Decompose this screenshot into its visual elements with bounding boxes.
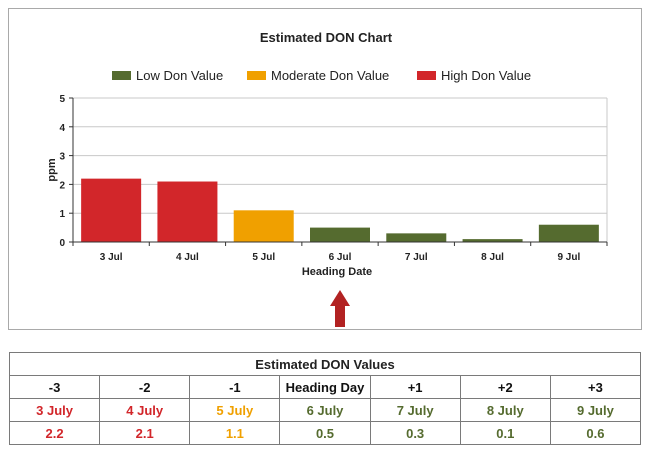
table-header-cell: +2	[459, 375, 551, 399]
table-header-cell: -3	[8, 375, 101, 399]
y-tick-label: 3	[59, 152, 65, 163]
table-header-cell: +3	[549, 375, 642, 399]
table-date-cell: 7 July	[369, 398, 461, 422]
legend-label-high: High Don Value	[441, 68, 531, 83]
y-axis-ticks: 0 1 2 3 4 5	[59, 94, 73, 249]
table-header-cell: -1	[189, 375, 281, 399]
y-tick-label: 2	[59, 180, 65, 191]
table-title-row: Estimated DON Values	[9, 352, 641, 376]
table-date-cell: 9 July	[549, 398, 642, 422]
heading-day-marker	[330, 290, 350, 327]
x-tick-label: 3 Jul	[100, 252, 123, 263]
y-tick-label: 1	[59, 209, 65, 220]
legend-swatch-low	[112, 71, 131, 80]
legend-label-low: Low Don Value	[136, 68, 223, 83]
don-values-table: Estimated DON Values -3 -2 -1 Heading Da…	[8, 352, 642, 445]
axes	[72, 98, 607, 243]
x-tick-label: 5 Jul	[252, 252, 275, 263]
x-axis-label: Heading Date	[302, 266, 372, 278]
chart-legend: Low Don Value Moderate Don Value High Do…	[112, 68, 531, 83]
y-axis-label: ppm	[46, 158, 58, 181]
grid-lines	[73, 97, 608, 242]
table-date-cell: 6 July	[279, 398, 371, 422]
x-tick-label: 8 Jul	[481, 252, 504, 263]
x-tick-label: 9 Jul	[557, 252, 580, 263]
up-arrow-icon	[330, 290, 350, 327]
table-value-cell: 2.2	[8, 421, 101, 445]
bars	[81, 178, 599, 242]
bar	[81, 178, 142, 242]
table-date-cell: 3 July	[8, 398, 101, 422]
table-date-row: 3 July 4 July 5 July 6 July 7 July 8 Jul…	[8, 398, 642, 422]
x-tick-label: 7 Jul	[405, 252, 428, 263]
bar	[310, 227, 370, 242]
bar	[538, 224, 599, 242]
table-value-cell: 2.1	[99, 421, 191, 445]
table-date-cell: 4 July	[99, 398, 191, 422]
legend-swatch-high	[417, 71, 436, 80]
y-tick-label: 4	[59, 123, 65, 134]
bar	[157, 181, 218, 242]
table-value-cell: 0.3	[369, 421, 461, 445]
x-tick-label: 6 Jul	[329, 252, 352, 263]
table-value-cell: 0.1	[459, 421, 551, 445]
table-header-cell: -2	[99, 375, 191, 399]
x-tick-label: 4 Jul	[176, 252, 199, 263]
table-date-cell: 5 July	[189, 398, 281, 422]
table-value-cell: 0.5	[279, 421, 371, 445]
table-title: Estimated DON Values	[9, 352, 641, 376]
legend-swatch-moderate	[247, 71, 266, 80]
table-header-cell: +1	[369, 375, 461, 399]
don-bar-chart: Estimated DON Chart Low Don Value Modera…	[46, 30, 608, 327]
table-value-cell: 0.6	[549, 421, 642, 445]
table-header-row: -3 -2 -1 Heading Day +1 +2 +3	[8, 375, 642, 399]
chart-panel: Estimated DON Chart Low Don Value Modera…	[8, 8, 642, 330]
y-tick-label: 0	[59, 238, 65, 249]
bar	[386, 233, 447, 242]
chart-title: Estimated DON Chart	[260, 30, 393, 45]
x-axis-ticks: 3 Jul 4 Jul 5 Jul 6 Jul 7 Jul 8 Jul 9 Jul	[72, 242, 608, 263]
table-value-cell: 1.1	[189, 421, 281, 445]
y-tick-label: 5	[59, 94, 65, 105]
bar	[233, 210, 294, 242]
table-value-row: 2.2 2.1 1.1 0.5 0.3 0.1 0.6	[8, 421, 642, 445]
table-date-cell: 8 July	[459, 398, 551, 422]
bar	[462, 239, 523, 242]
table-header-cell: Heading Day	[279, 375, 371, 399]
legend-label-moderate: Moderate Don Value	[271, 68, 389, 83]
